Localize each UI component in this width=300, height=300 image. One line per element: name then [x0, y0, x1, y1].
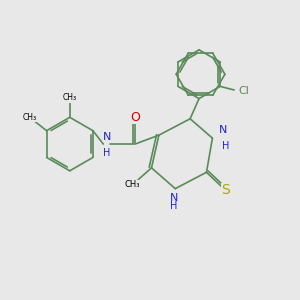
- Text: N: N: [219, 124, 227, 134]
- Text: N: N: [103, 132, 111, 142]
- Text: H: H: [170, 201, 178, 211]
- Text: H: H: [222, 141, 230, 151]
- Text: Cl: Cl: [238, 86, 249, 96]
- Text: O: O: [130, 111, 140, 124]
- Text: CH₃: CH₃: [63, 94, 77, 103]
- Text: CH₃: CH₃: [22, 113, 36, 122]
- Text: H: H: [103, 148, 111, 158]
- Text: N: N: [169, 193, 178, 203]
- Text: S: S: [221, 183, 230, 197]
- Text: CH₃: CH₃: [124, 180, 140, 189]
